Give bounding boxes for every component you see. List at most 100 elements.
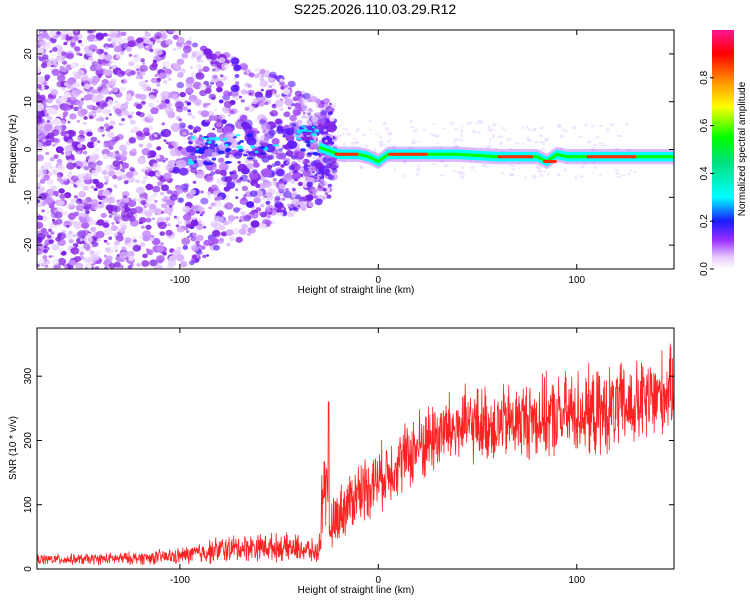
noise-blob [185, 76, 195, 85]
noise-blob [314, 198, 323, 206]
noise-blob [82, 64, 86, 67]
noise-blob [184, 100, 188, 104]
noise-blob [90, 136, 98, 142]
noise-speckle [388, 132, 392, 136]
noise-blob [149, 64, 158, 71]
noise-blob [37, 76, 46, 84]
noise-blob [70, 198, 77, 204]
noise-speckle [449, 121, 456, 126]
signal-sparkle [294, 134, 299, 137]
noise-speckle [414, 128, 418, 132]
noise-blob [179, 91, 186, 98]
noise-blob [113, 45, 122, 53]
noise-blob [241, 185, 249, 192]
signal-sparkle [250, 145, 255, 149]
noise-blob [292, 109, 301, 117]
noise-speckle [489, 140, 492, 144]
noise-blob [137, 43, 144, 49]
noise-blob [73, 30, 79, 33]
noise-blob [211, 68, 216, 72]
noise-blob [89, 34, 96, 40]
noise-speckle [469, 159, 472, 162]
noise-blob [128, 61, 135, 67]
signal-sparkle [300, 148, 306, 152]
noise-blob [159, 191, 165, 196]
noise-blob [143, 205, 147, 209]
noise-blob [107, 37, 112, 42]
noise-blob [78, 130, 85, 136]
noise-blob [275, 168, 285, 177]
noise-blob [266, 188, 276, 196]
noise-blob [37, 141, 42, 147]
noise-speckle [503, 129, 507, 132]
noise-blob [104, 181, 108, 185]
noise-speckle [556, 123, 563, 127]
noise-blob [154, 264, 164, 269]
noise-blob [275, 93, 281, 98]
noise-blob [272, 83, 276, 87]
noise-blob [53, 190, 59, 196]
noise-blob [75, 180, 85, 188]
noise-blob [85, 156, 90, 160]
noise-blob [160, 131, 166, 137]
noise-blob [236, 178, 242, 183]
noise-blob [165, 216, 171, 221]
signal-sparkle [259, 152, 266, 156]
signal-sparkle [224, 143, 229, 147]
noise-speckle [444, 164, 450, 168]
noise-speckle [540, 148, 546, 151]
noise-speckle [531, 129, 536, 132]
spectrogram-y-tick-label: 10 [23, 96, 34, 108]
noise-blob [130, 111, 135, 115]
noise-blob [235, 196, 239, 199]
noise-blob [43, 259, 51, 265]
noise-blob [87, 161, 97, 169]
noise-blob [44, 239, 49, 243]
noise-blob [135, 103, 143, 110]
noise-blob [104, 266, 109, 269]
noise-blob [233, 77, 237, 80]
noise-speckle [409, 125, 415, 129]
noise-blob [149, 259, 158, 267]
noise-blob [217, 196, 223, 201]
noise-blob [177, 72, 184, 78]
noise-blob [242, 122, 251, 130]
noise-blob [157, 181, 164, 187]
noise-blob [99, 49, 105, 54]
noise-blob [119, 144, 128, 152]
noise-blob [189, 66, 193, 69]
noise-blob [253, 197, 261, 204]
noise-blob [274, 195, 281, 201]
noise-speckle [308, 168, 312, 171]
noise-blob [145, 224, 152, 230]
noise-blob [239, 215, 248, 222]
noise-blob [283, 190, 292, 199]
signal-sparkle [311, 132, 317, 137]
noise-blob [144, 80, 148, 83]
noise-blob [305, 194, 314, 202]
noise-blob [171, 96, 175, 100]
noise-blob [198, 220, 202, 224]
noise-blob [56, 158, 63, 164]
noise-blob [96, 66, 102, 71]
noise-blob [87, 155, 97, 163]
noise-blob [209, 144, 216, 150]
noise-blob [170, 90, 177, 96]
noise-blob [318, 166, 330, 176]
noise-blob [307, 98, 312, 103]
noise-speckle [388, 138, 392, 141]
noise-blob [48, 41, 52, 45]
noise-blob [113, 136, 120, 142]
noise-speckle [599, 124, 603, 128]
snr-y-ticks: 0 100 200 300 [23, 367, 674, 572]
noise-blob [307, 201, 315, 207]
signal-sparkle [239, 140, 244, 143]
noise-speckle [477, 121, 483, 124]
noise-speckle [509, 164, 514, 167]
noise-blob [300, 206, 307, 211]
noise-blob [223, 90, 230, 96]
noise-blob [56, 174, 62, 178]
noise-blob [305, 110, 310, 114]
noise-blob [83, 203, 92, 211]
